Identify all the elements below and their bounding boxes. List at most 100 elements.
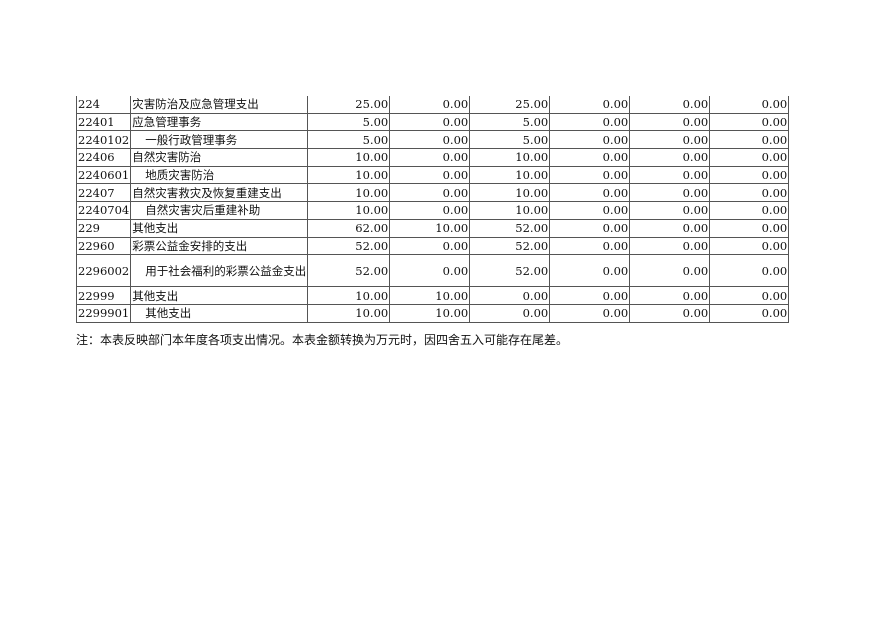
amount-cell: 0.00	[709, 166, 790, 185]
amount-cell: 0.00	[709, 286, 790, 305]
amount-cell: 10.00	[469, 201, 551, 220]
amount-cell: 10.00	[469, 183, 551, 203]
subject-name: 地质灾害防治	[130, 166, 309, 185]
amount-cell: 0.00	[549, 254, 631, 288]
amount-cell: 0.00	[629, 183, 711, 203]
amount-cell: 0.00	[709, 219, 790, 238]
subject-name: 自然灾害灾后重建补助	[130, 201, 309, 220]
amount-cell: 0.00	[709, 113, 790, 132]
subject-name-text: 其他支出	[132, 288, 179, 303]
amount-cell: 0.00	[389, 113, 471, 132]
amount-cell: 10.00	[307, 201, 391, 220]
amount-cell: 5.00	[307, 130, 391, 150]
amount-cell: 0.00	[709, 96, 790, 114]
amount-cell: 5.00	[469, 130, 551, 150]
subject-name-text: 用于社会福利的彩票公益金支出	[145, 263, 307, 278]
amount-cell: 10.00	[469, 148, 551, 167]
amount-cell: 0.00	[389, 148, 471, 167]
amount-cell: 10.00	[307, 166, 391, 185]
amount-cell: 10.00	[469, 166, 551, 185]
subject-code: 2240102	[75, 130, 132, 150]
amount-cell: 0.00	[709, 183, 790, 203]
amount-cell: 0.00	[549, 113, 631, 132]
subject-code: 2299901	[75, 304, 132, 323]
subject-code: 224	[75, 96, 132, 114]
amount-cell: 0.00	[469, 286, 551, 305]
subject-code: 2296002	[75, 254, 132, 288]
amount-cell: 0.00	[709, 304, 790, 323]
amount-cell: 10.00	[307, 304, 391, 323]
amount-cell: 10.00	[307, 148, 391, 167]
amount-cell: 0.00	[389, 237, 471, 256]
amount-cell: 0.00	[629, 219, 711, 238]
amount-cell: 0.00	[629, 237, 711, 256]
subject-name-text: 自然灾害防治	[132, 150, 202, 165]
subject-code: 22406	[75, 148, 132, 167]
amount-cell: 0.00	[709, 237, 790, 256]
subject-name-text: 其他支出	[132, 221, 179, 236]
subject-name-text: 自然灾害灾后重建补助	[145, 203, 261, 218]
table-row: 224 灾害防治及应急管理支出 25.00 0.00 25.00 0.00 0.00 0.00	[75, 96, 790, 114]
amount-cell: 0.00	[549, 96, 631, 114]
subject-name: 自然灾害防治	[130, 148, 309, 167]
amount-cell: 0.00	[389, 201, 471, 220]
subject-name-text: 彩票公益金安排的支出	[132, 238, 248, 253]
amount-cell: 0.00	[389, 96, 471, 114]
subject-name-text: 地质灾害防治	[145, 168, 215, 183]
amount-cell: 10.00	[389, 219, 471, 238]
table-row: 2296002 用于社会福利的彩票公益金支出 52.00 0.00 52.00 0.00 0…	[75, 254, 790, 288]
amount-cell: 0.00	[629, 254, 711, 288]
table-row: 2240704 自然灾害灾后重建补助 10.00 0.00 10.00 0.00 0.00 0…	[75, 201, 790, 220]
subject-code: 22999	[75, 286, 132, 305]
amount-cell: 0.00	[629, 113, 711, 132]
amount-cell: 0.00	[549, 130, 631, 150]
amount-cell: 25.00	[307, 96, 391, 114]
subject-name-text: 其他支出	[145, 306, 192, 321]
subject-name-text: 自然灾害救灾及恢复重建支出	[132, 185, 282, 200]
amount-cell: 0.00	[549, 166, 631, 185]
amount-cell: 10.00	[307, 286, 391, 305]
subject-name-text: 应急管理事务	[132, 115, 202, 130]
subject-code: 22407	[75, 183, 132, 203]
subject-name: 一般行政管理事务	[130, 130, 309, 150]
amount-cell: 10.00	[389, 286, 471, 305]
amount-cell: 0.00	[629, 166, 711, 185]
subject-name: 其他支出	[130, 219, 309, 238]
subject-name: 应急管理事务	[130, 113, 309, 132]
amount-cell: 52.00	[469, 237, 551, 256]
subject-name: 彩票公益金安排的支出	[130, 237, 309, 256]
table-row: 22960 彩票公益金安排的支出 52.00 0.00 52.00 0.00 0.00 0.0…	[75, 237, 790, 256]
amount-cell: 52.00	[307, 254, 391, 288]
amount-cell: 0.00	[709, 130, 790, 150]
amount-cell: 52.00	[307, 237, 391, 256]
subject-code: 2240704	[75, 201, 132, 220]
amount-cell: 5.00	[307, 113, 391, 132]
amount-cell: 0.00	[549, 286, 631, 305]
amount-cell: 0.00	[389, 166, 471, 185]
subject-name: 用于社会福利的彩票公益金支出	[130, 254, 309, 288]
table-note: 注：本表反映部门本年度各项支出情况。本表金额转换为万元时，因四舍五入可能存在尾差…	[76, 333, 569, 347]
amount-cell: 0.00	[629, 130, 711, 150]
amount-cell: 25.00	[469, 96, 551, 114]
subject-name: 其他支出	[130, 286, 309, 305]
amount-cell: 0.00	[549, 201, 631, 220]
amount-cell: 0.00	[629, 304, 711, 323]
amount-cell: 0.00	[549, 183, 631, 203]
subject-code: 229	[75, 219, 132, 238]
expenditure-table: 224 灾害防治及应急管理支出 25.00 0.00 25.00 0.00 0.00 0.00…	[75, 96, 790, 323]
amount-cell: 62.00	[307, 219, 391, 238]
amount-cell: 10.00	[389, 304, 471, 323]
table-row: 22407 自然灾害救灾及恢复重建支出 10.00 0.00 10.00 0.00 0.00…	[75, 183, 790, 203]
amount-cell: 52.00	[469, 254, 551, 288]
amount-cell: 0.00	[549, 237, 631, 256]
amount-cell: 0.00	[549, 219, 631, 238]
subject-code: 22960	[75, 237, 132, 256]
subject-name: 其他支出	[130, 304, 309, 323]
amount-cell: 0.00	[629, 286, 711, 305]
amount-cell: 52.00	[469, 219, 551, 238]
amount-cell: 10.00	[307, 183, 391, 203]
table-row: 22406 自然灾害防治 10.00 0.00 10.00 0.00 0.00 0.00	[75, 148, 790, 167]
amount-cell: 0.00	[709, 148, 790, 167]
subject-name: 灾害防治及应急管理支出	[130, 96, 309, 114]
table-row: 229 其他支出 62.00 10.00 52.00 0.00 0.00 0.00	[75, 219, 790, 238]
